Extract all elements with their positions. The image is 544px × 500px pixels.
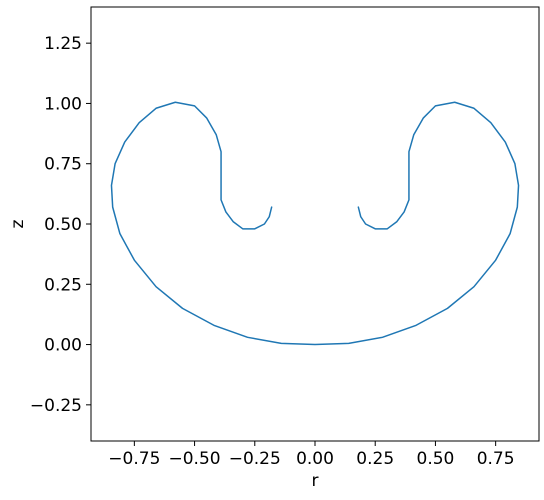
x-ticks: −0.75 −0.50 −0.25 0.00 0.25 0.50 0.75	[108, 441, 515, 469]
x-tick-label: −0.50	[169, 449, 221, 469]
y-tick-label: 0.75	[44, 155, 82, 175]
y-ticks: −0.25 0.00 0.25 0.50 0.75 1.00 1.25	[30, 34, 91, 416]
x-tick-label: −0.25	[229, 449, 281, 469]
x-tick-label: 0.25	[356, 449, 394, 469]
axes-background	[91, 7, 539, 441]
y-tick-label: 0.25	[44, 275, 82, 295]
x-axis-label: r	[312, 471, 319, 491]
y-tick-label: −0.25	[30, 396, 82, 416]
series-layer	[110, 101, 520, 346]
x-tick-label: 0.75	[477, 449, 515, 469]
x-tick-label: 0.00	[296, 449, 334, 469]
y-tick-label: 0.00	[44, 336, 82, 356]
y-tick-label: 0.50	[44, 215, 82, 235]
series-line-0	[110, 101, 520, 346]
x-tick-label: 0.50	[417, 449, 455, 469]
x-tick-label: −0.75	[108, 449, 160, 469]
y-tick-label: 1.00	[44, 94, 82, 114]
y-axis-label: z	[8, 219, 28, 228]
y-tick-label: 1.25	[44, 34, 82, 54]
